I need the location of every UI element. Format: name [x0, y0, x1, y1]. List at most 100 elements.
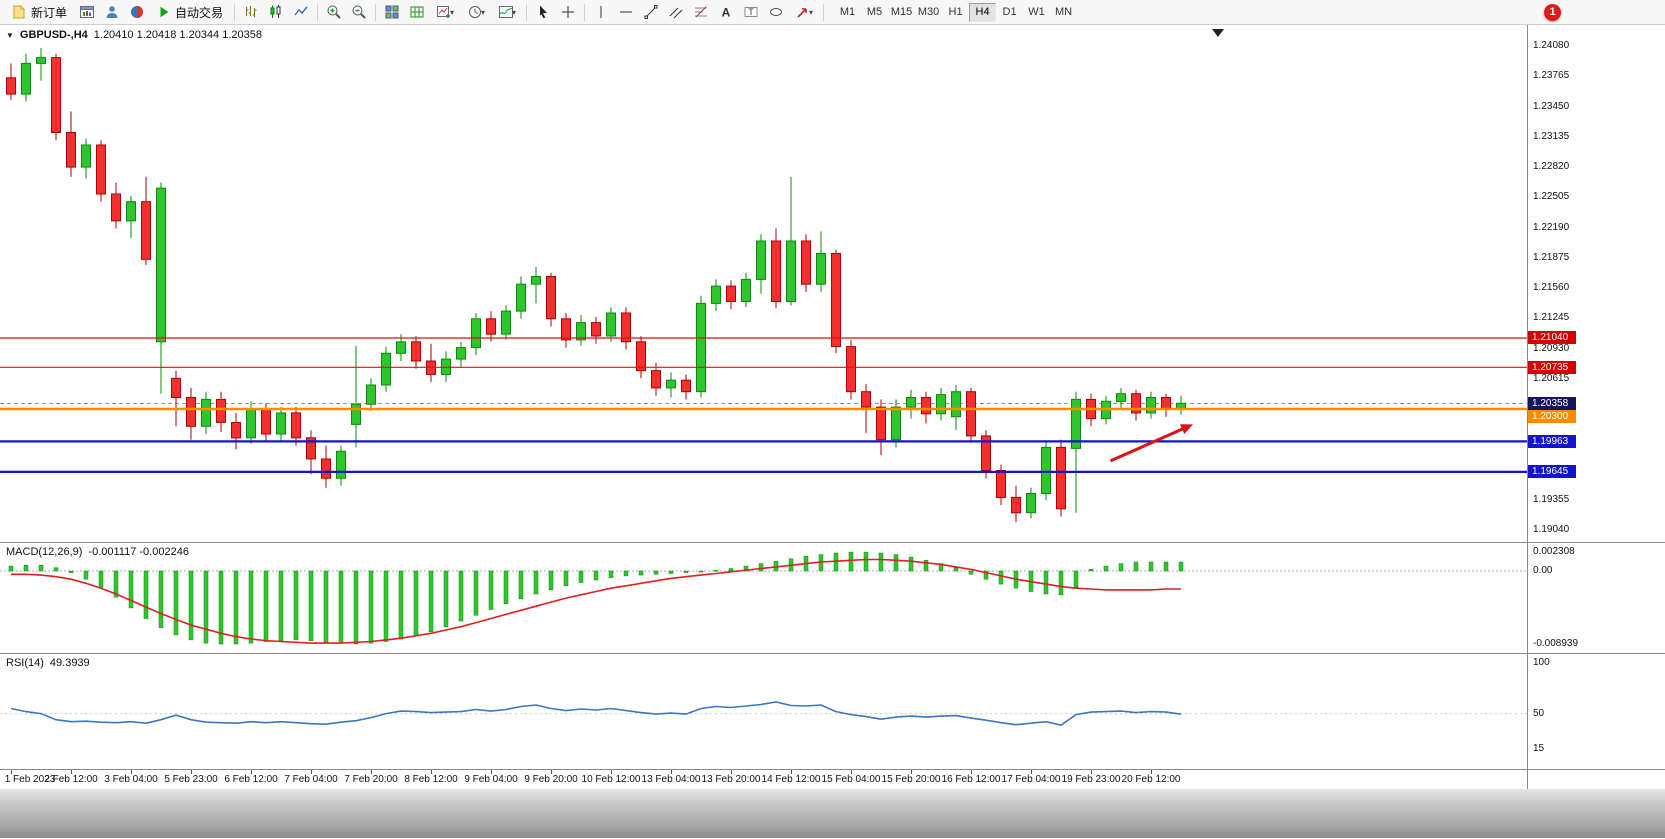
grid-button[interactable]: [405, 2, 429, 23]
chart-title: GBPUSD-,H4: [19, 29, 88, 41]
bar-chart-button[interactable]: [239, 2, 263, 23]
toolbar: 新订单 自动交易 ▾ ▾ ▾: [0, 0, 1665, 25]
timeframe-button-M5[interactable]: M5: [861, 3, 888, 22]
price-scale[interactable]: 1.24080 1.23765 1.23450 1.23135 1.22820 1.225…: [1527, 25, 1665, 789]
auto-trading-play-icon: [160, 6, 169, 18]
rsi-indicator-pane[interactable]: [0, 653, 1527, 769]
cursor-icon: [540, 5, 548, 19]
time-tick: [551, 770, 552, 774]
horizontal-line-icon: [620, 11, 633, 13]
chart-shift-marker[interactable]: [1212, 29, 1224, 37]
indicators-button[interactable]: ▾: [492, 2, 522, 23]
crosshair-button[interactable]: [556, 2, 580, 23]
toolbar-separator: [234, 3, 236, 21]
chart-window-icon: [80, 6, 95, 18]
time-tick: [851, 770, 852, 774]
time-axis-label: 10 Feb 12:00: [581, 774, 641, 785]
price-level-badge: 1.20735: [1528, 361, 1576, 374]
main-price-chart[interactable]: [0, 25, 1527, 542]
time-tick: [791, 770, 792, 774]
time-tick: [251, 770, 252, 774]
price-tick-label: 1.22820: [1533, 161, 1570, 172]
arrows-tool-button[interactable]: ▾: [789, 2, 819, 23]
tile-windows-icon: [385, 5, 399, 19]
chevron-down-icon: ▾: [809, 7, 814, 17]
horizontal-level-lines[interactable]: [0, 337, 1527, 473]
time-tick: [1151, 770, 1152, 774]
time-axis-label: 15 Feb 20:00: [881, 774, 941, 785]
timeframe-button-M15[interactable]: M15: [888, 3, 915, 22]
community-button[interactable]: [125, 2, 149, 23]
text-label-icon: T: [744, 7, 758, 17]
price-tick-label: 1.23765: [1533, 70, 1570, 81]
candlestick-chart-button[interactable]: [264, 2, 288, 23]
price-tick-label: 1.23450: [1533, 101, 1570, 112]
label-tool-button[interactable]: T: [739, 2, 763, 23]
channel-tool-button[interactable]: [664, 2, 688, 23]
rsi-axis-label: 15: [1533, 743, 1545, 754]
new-chart-button[interactable]: ▾: [430, 2, 460, 23]
shapes-tool-button[interactable]: [764, 2, 788, 23]
line-chart-button[interactable]: [289, 2, 313, 23]
time-tick: [71, 770, 72, 774]
rsi-axis-label: 100: [1533, 657, 1550, 668]
macd-header: MACD(12,26,9) -0.001117 -0.002246: [6, 546, 189, 558]
toolbar-separator: [526, 3, 528, 21]
price-tick-label: 1.24080: [1533, 40, 1570, 51]
time-axis-label: 9 Feb 04:00: [464, 774, 518, 785]
profile-icon: [106, 6, 118, 18]
time-axis-label: 8 Feb 12:00: [404, 774, 458, 785]
text-icon: A: [722, 6, 731, 20]
price-level-badge: 1.20300: [1528, 410, 1576, 423]
pane-separator[interactable]: [0, 542, 1665, 543]
time-axis-label: 14 Feb 12:00: [761, 774, 821, 785]
pane-separator[interactable]: [0, 653, 1665, 654]
time-axis-label: 3 Feb 04:00: [104, 774, 158, 785]
toolbar-separator: [375, 3, 377, 21]
horizontal-line-tool-button[interactable]: [614, 2, 638, 23]
time-tick: [1091, 770, 1092, 774]
vertical-line-tool-button[interactable]: [589, 2, 613, 23]
toolbar-separator: [317, 3, 319, 21]
tile-windows-button[interactable]: [380, 2, 404, 23]
price-level-badge: 1.19963: [1528, 435, 1576, 448]
channel-icon: [669, 7, 683, 19]
new-order-button[interactable]: 新订单: [4, 2, 74, 23]
zoom-in-button[interactable]: [322, 2, 346, 23]
chart-window-button[interactable]: [75, 2, 99, 23]
new-order-label: 新订单: [31, 5, 68, 20]
auto-trading-button[interactable]: 自动交易: [150, 2, 230, 23]
time-tick: [431, 770, 432, 774]
profile-button[interactable]: [100, 2, 124, 23]
time-axis[interactable]: 1 Feb 2023 2 Feb 12:00 3 Feb 04:00 5 Feb 23…: [0, 770, 1527, 789]
zoom-out-button[interactable]: [347, 2, 371, 23]
macd-indicator-pane[interactable]: [0, 542, 1527, 652]
cursor-button[interactable]: [531, 2, 555, 23]
macd-axis-label: -0.008939: [1533, 638, 1579, 649]
price-tick-label: 1.21245: [1533, 312, 1570, 323]
price-tick-label: 1.23135: [1533, 131, 1570, 142]
timeframe-button-MN[interactable]: MN: [1050, 3, 1077, 22]
timeframe-button-M1[interactable]: M1: [834, 3, 861, 22]
time-tick: [371, 770, 372, 774]
timeframe-button-W1[interactable]: W1: [1023, 3, 1050, 22]
text-tool-button[interactable]: A: [714, 2, 738, 23]
candlestick-chart-icon: [270, 5, 281, 18]
trend-arrow-annotation[interactable]: [1109, 424, 1194, 463]
zoom-in-icon: [327, 5, 341, 19]
timeframe-button-H1[interactable]: H1: [942, 3, 969, 22]
trendline-tool-button[interactable]: [639, 2, 663, 23]
clock-icon: [469, 6, 482, 18]
fibonacci-icon: [695, 6, 708, 18]
chart-header: ▼ GBPUSD-,H4 1.20410 1.20418 1.20344 1.2…: [6, 29, 262, 41]
time-axis-label: 9 Feb 20:00: [524, 774, 578, 785]
timeframe-button-M30[interactable]: M30: [915, 3, 942, 22]
profiles-button[interactable]: ▾: [461, 2, 491, 23]
fibonacci-tool-button[interactable]: [689, 2, 713, 23]
symbol-dropdown-icon[interactable]: ▼: [6, 30, 14, 40]
timeframe-button-D1[interactable]: D1: [996, 3, 1023, 22]
price-level-badge: 1.20358: [1528, 397, 1576, 410]
timeframe-button-H4[interactable]: H4: [969, 2, 997, 22]
notification-badge[interactable]: 1: [1544, 3, 1561, 21]
auto-trading-label: 自动交易: [175, 5, 224, 20]
